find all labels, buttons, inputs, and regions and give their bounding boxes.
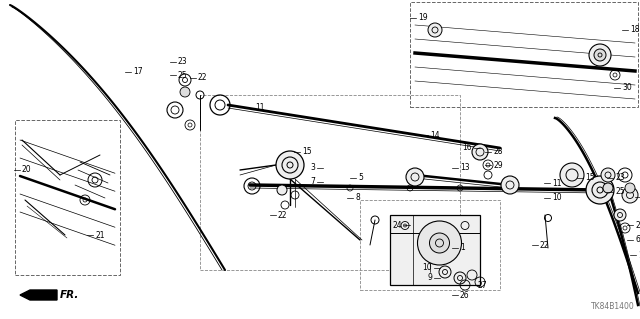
Text: 11: 11 [552,179,561,188]
Circle shape [625,183,635,193]
Circle shape [622,187,638,203]
Circle shape [472,144,488,160]
Text: 20: 20 [22,166,31,174]
Text: 24: 24 [392,220,402,229]
Bar [360,200,500,290]
Circle shape [180,87,190,97]
Text: 22: 22 [278,211,287,219]
Text: 22: 22 [198,73,207,83]
Text: 11: 11 [255,103,264,113]
Bar [15,120,120,275]
Text: 9: 9 [427,273,432,283]
Text: 13: 13 [460,164,470,173]
Polygon shape [20,290,57,300]
Text: 18: 18 [630,26,639,34]
Text: 15: 15 [302,147,312,157]
Text: 16: 16 [462,144,472,152]
Circle shape [603,183,613,193]
Circle shape [277,185,287,195]
Circle shape [560,163,584,187]
Text: 27: 27 [478,280,488,290]
Text: TK84B1400: TK84B1400 [591,302,635,311]
Circle shape [406,168,424,186]
Circle shape [501,176,519,194]
Circle shape [276,151,304,179]
Text: 8: 8 [355,194,360,203]
Text: 29: 29 [493,160,502,169]
Circle shape [586,176,614,204]
Text: 23: 23 [178,57,188,66]
Text: 7: 7 [310,177,315,187]
Circle shape [601,168,615,182]
Text: 10: 10 [552,194,562,203]
Circle shape [589,44,611,66]
Text: 21: 21 [95,231,104,240]
Text: 6: 6 [635,235,640,244]
Text: 14: 14 [430,130,440,139]
Bar [200,95,460,270]
Circle shape [614,209,626,221]
Text: 1: 1 [460,243,465,253]
Bar [390,215,480,285]
Text: 5: 5 [358,174,363,182]
Text: 19: 19 [418,13,428,23]
Text: 12: 12 [638,250,640,259]
Text: 15: 15 [585,174,595,182]
Text: 25: 25 [615,188,625,197]
Text: 26: 26 [460,291,470,300]
Text: 22: 22 [540,241,550,249]
Text: 25: 25 [178,70,188,79]
Bar [410,2,638,107]
Text: FR.: FR. [60,290,79,300]
Text: 10: 10 [422,263,432,272]
Text: 2: 2 [635,220,640,229]
Text: 28: 28 [493,147,502,157]
Circle shape [594,49,606,61]
Circle shape [417,221,461,265]
Text: 17: 17 [133,68,143,77]
Circle shape [429,233,449,253]
Text: 3: 3 [310,164,315,173]
Circle shape [428,23,442,37]
Text: 23: 23 [615,174,625,182]
Text: 30: 30 [622,84,632,93]
